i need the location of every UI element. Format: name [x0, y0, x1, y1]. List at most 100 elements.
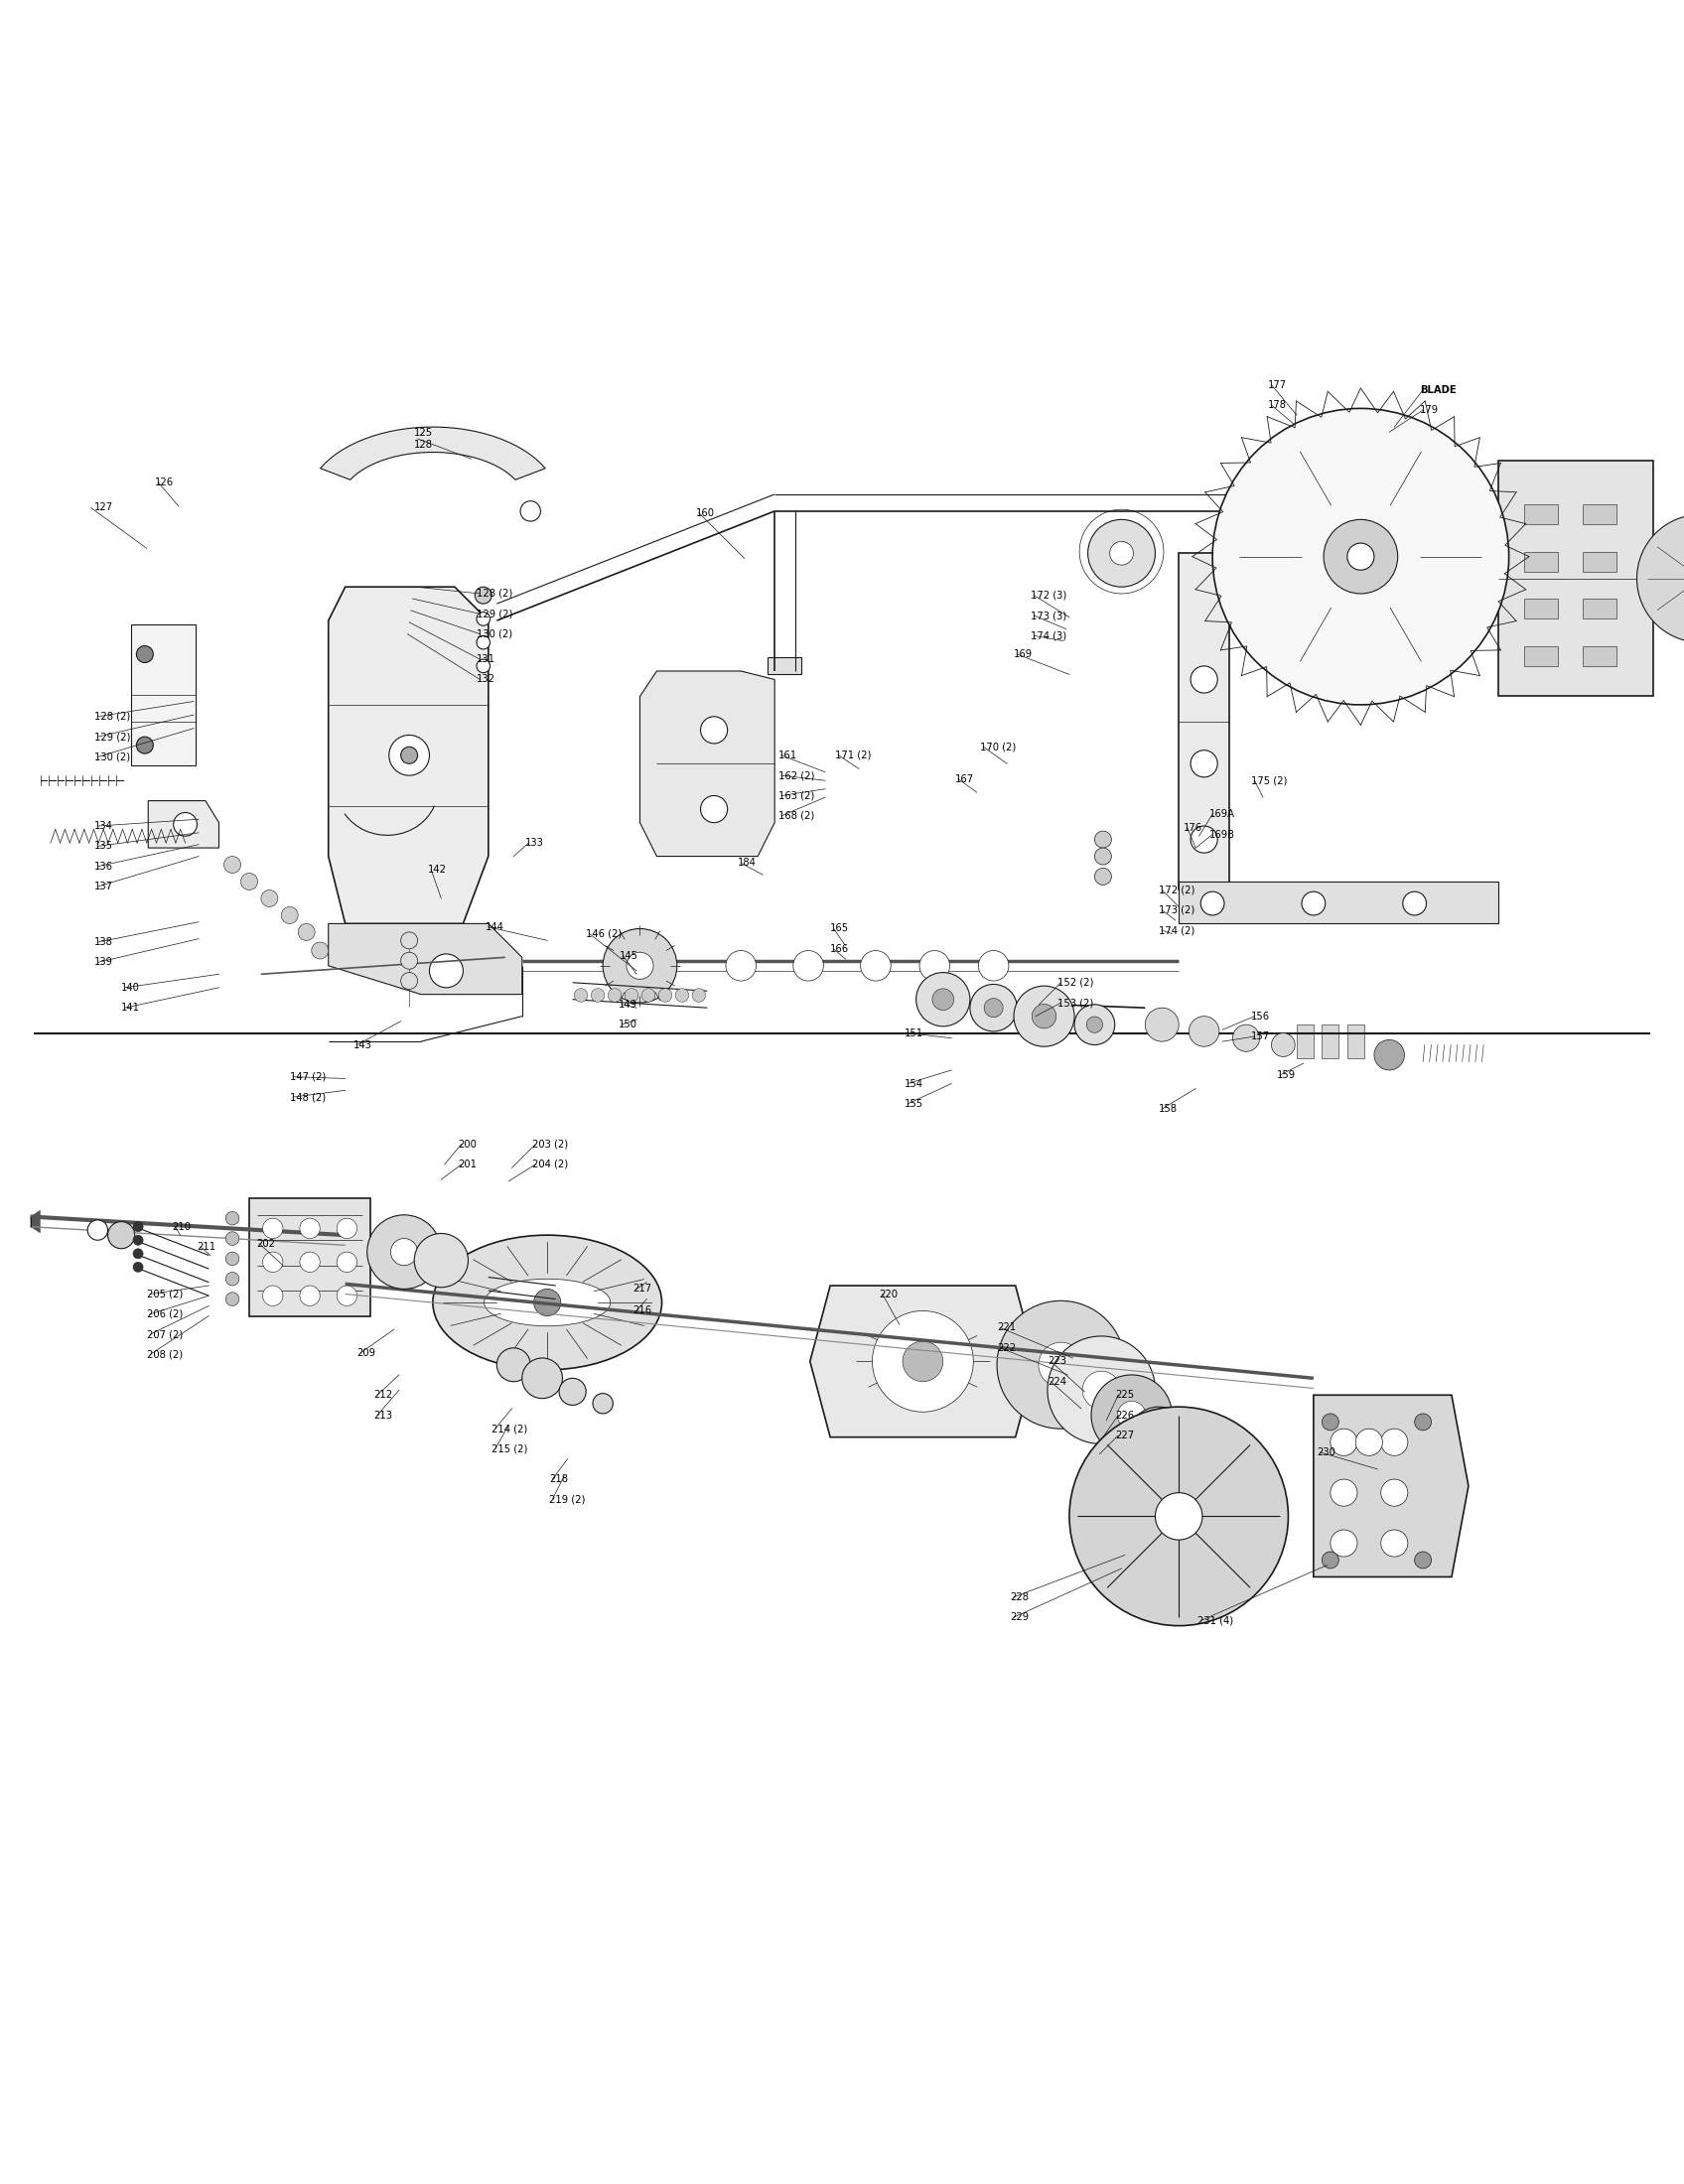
Text: 128 (2): 128 (2)	[477, 590, 512, 598]
Polygon shape	[1179, 553, 1229, 889]
Text: 147 (2): 147 (2)	[290, 1072, 325, 1081]
Circle shape	[1381, 1479, 1408, 1507]
Circle shape	[389, 736, 429, 775]
Circle shape	[226, 1271, 239, 1286]
Circle shape	[1095, 832, 1111, 847]
Text: 145: 145	[620, 950, 638, 961]
Circle shape	[108, 1221, 135, 1249]
Polygon shape	[328, 587, 488, 924]
Polygon shape	[131, 625, 195, 764]
Circle shape	[173, 812, 197, 836]
Circle shape	[1324, 520, 1398, 594]
Circle shape	[1074, 1005, 1115, 1044]
Circle shape	[1201, 891, 1224, 915]
Text: 212: 212	[374, 1389, 392, 1400]
Text: 174 (3): 174 (3)	[1031, 631, 1066, 640]
Text: 207 (2): 207 (2)	[147, 1330, 182, 1339]
Circle shape	[401, 933, 418, 948]
Circle shape	[701, 795, 727, 823]
Text: 226: 226	[1115, 1411, 1133, 1420]
Polygon shape	[1314, 1396, 1468, 1577]
Text: 134: 134	[94, 821, 113, 830]
Text: 129 (2): 129 (2)	[94, 732, 130, 743]
Polygon shape	[320, 428, 546, 480]
Text: 154: 154	[904, 1079, 923, 1088]
Polygon shape	[1179, 882, 1499, 924]
Circle shape	[1145, 1007, 1179, 1042]
Polygon shape	[810, 1286, 1036, 1437]
Polygon shape	[328, 924, 522, 994]
Circle shape	[1212, 408, 1509, 705]
Polygon shape	[249, 1199, 370, 1317]
Text: 225: 225	[1115, 1389, 1133, 1400]
Circle shape	[1110, 542, 1133, 566]
Text: 169A: 169A	[1209, 810, 1234, 819]
Circle shape	[593, 1393, 613, 1413]
Text: 230: 230	[1317, 1448, 1335, 1457]
Text: 184: 184	[738, 858, 756, 867]
Circle shape	[1091, 1376, 1172, 1457]
Circle shape	[226, 1212, 239, 1225]
Text: 138: 138	[94, 937, 113, 948]
Text: 149: 149	[618, 1000, 637, 1009]
Text: 155: 155	[904, 1099, 923, 1109]
Text: 130 (2): 130 (2)	[94, 751, 130, 762]
Bar	[1524, 505, 1558, 524]
Circle shape	[970, 985, 1017, 1031]
Polygon shape	[768, 657, 802, 675]
Text: 137: 137	[94, 882, 113, 891]
Circle shape	[1086, 1016, 1103, 1033]
Polygon shape	[1499, 461, 1654, 697]
Text: 217: 217	[633, 1284, 652, 1293]
Circle shape	[1381, 1529, 1408, 1557]
Text: 175 (2): 175 (2)	[1251, 775, 1287, 786]
Text: 131: 131	[477, 655, 495, 664]
Circle shape	[226, 1251, 239, 1265]
Text: 208 (2): 208 (2)	[147, 1350, 182, 1361]
Text: 158: 158	[1159, 1103, 1177, 1114]
Text: 172 (3): 172 (3)	[1031, 590, 1066, 601]
Text: 173 (2): 173 (2)	[1159, 904, 1194, 915]
Text: 209: 209	[357, 1348, 376, 1358]
Text: 215 (2): 215 (2)	[492, 1444, 527, 1455]
Text: 150: 150	[618, 1020, 637, 1029]
Circle shape	[1403, 891, 1426, 915]
Circle shape	[1322, 1551, 1339, 1568]
Circle shape	[1159, 1433, 1206, 1481]
Circle shape	[1415, 1413, 1431, 1431]
Circle shape	[1330, 1428, 1357, 1457]
Text: 127: 127	[94, 502, 113, 513]
Circle shape	[1330, 1529, 1357, 1557]
Circle shape	[477, 636, 490, 649]
Circle shape	[477, 612, 490, 625]
Bar	[1524, 553, 1558, 572]
Text: 219 (2): 219 (2)	[549, 1494, 584, 1505]
Circle shape	[1189, 1016, 1219, 1046]
Circle shape	[1271, 1033, 1295, 1057]
Circle shape	[793, 950, 823, 981]
Circle shape	[726, 950, 756, 981]
Bar	[1583, 598, 1617, 618]
Circle shape	[1095, 847, 1111, 865]
Circle shape	[1302, 891, 1325, 915]
Text: 159: 159	[1276, 1070, 1295, 1081]
Text: 161: 161	[778, 751, 797, 760]
Ellipse shape	[433, 1236, 662, 1369]
Circle shape	[133, 1262, 143, 1271]
Text: 170 (2): 170 (2)	[980, 743, 1015, 751]
Circle shape	[136, 736, 153, 753]
Circle shape	[861, 950, 891, 981]
Circle shape	[414, 1234, 468, 1286]
Circle shape	[401, 747, 418, 764]
Bar	[1297, 1024, 1314, 1059]
Circle shape	[642, 989, 655, 1002]
Circle shape	[88, 1221, 108, 1241]
Text: 135: 135	[94, 841, 113, 852]
Circle shape	[133, 1249, 143, 1258]
Circle shape	[497, 1348, 530, 1382]
Circle shape	[226, 1232, 239, 1245]
Circle shape	[591, 989, 605, 1002]
Circle shape	[337, 1286, 357, 1306]
Text: 229: 229	[1010, 1612, 1029, 1623]
Circle shape	[603, 928, 677, 1002]
